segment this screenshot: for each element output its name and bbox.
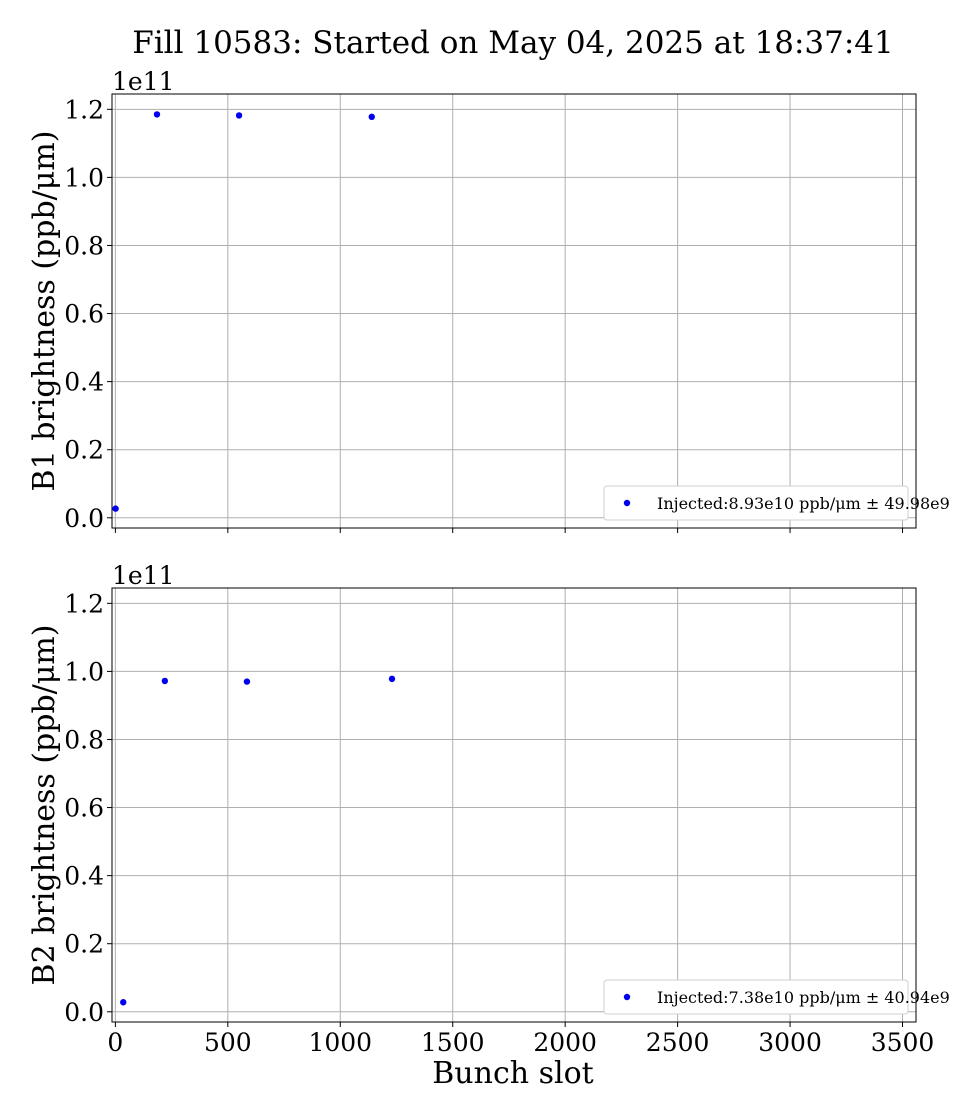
plot-frame: [111, 587, 917, 1023]
x-tick-label: 500: [204, 1028, 252, 1057]
legend-label: Injected:8.93e10 ppb/μm ± 49.98e9: [657, 494, 950, 513]
data-point: [243, 678, 251, 685]
y-tick-label: 1.0: [64, 657, 104, 686]
y-tick-label: 0.6: [64, 794, 104, 823]
legend-marker: [623, 499, 631, 507]
y-tick-label: 0.0: [64, 998, 104, 1027]
legend-box: [603, 485, 909, 521]
data-point: [388, 675, 396, 683]
x-tick-label: 1000: [308, 1028, 372, 1057]
panel-2: 0 500 1000 1500 2000 2500 3000 3500 0.0 0.2 0.4 0.6…: [27, 561, 950, 1057]
data-point: [235, 112, 243, 119]
y-axis-label: B1 brightness (ppb/μm): [27, 131, 62, 492]
x-axis-label: Bunch slot: [432, 1056, 593, 1091]
y-tick-label: 0.8: [64, 725, 104, 754]
x-tick-label: 0: [107, 1028, 123, 1057]
x-tick-label: 2500: [646, 1028, 710, 1057]
data-point: [112, 505, 119, 512]
chart-title: Fill 10583: Started on May 04, 2025 at 1…: [132, 25, 894, 61]
data-point: [368, 113, 375, 121]
y-tick-label: 1.2: [64, 95, 104, 124]
y-tick-label: 0.2: [64, 436, 104, 465]
y-axis-label: B2 brightness (ppb/μm): [27, 625, 62, 986]
data-point: [161, 677, 169, 685]
y-tick-label: 0.4: [64, 368, 104, 397]
panel-1: 0.0 0.2 0.4 0.6 0.8 1.0 1.2 1e11 B1 brightness (…: [27, 67, 950, 533]
y-tick-label: 1.2: [64, 589, 104, 618]
data-point: [120, 999, 127, 1006]
y-tick-label: 0.8: [64, 231, 104, 260]
x-tick-label: 2000: [533, 1028, 597, 1057]
y-tick-label: 0.4: [64, 862, 104, 891]
y-tick-label: 0.2: [64, 930, 104, 959]
y-tick-label: 0.6: [64, 300, 104, 329]
y-offset-label: 1e11: [112, 561, 175, 590]
legend-marker: [623, 993, 631, 1001]
y-tick-label: 1.0: [64, 163, 104, 192]
legend-label: Injected:7.38e10 ppb/μm ± 40.94e9: [657, 988, 950, 1007]
x-tick-label: 3000: [758, 1028, 822, 1057]
y-tick-label: 0.0: [64, 504, 104, 533]
x-tick-label: 3500: [871, 1028, 935, 1057]
data-point: [153, 111, 161, 118]
legend-box: [603, 979, 909, 1015]
x-tick-label: 1500: [421, 1028, 485, 1057]
y-offset-label: 1e11: [112, 67, 175, 96]
plot-frame: [111, 93, 917, 529]
